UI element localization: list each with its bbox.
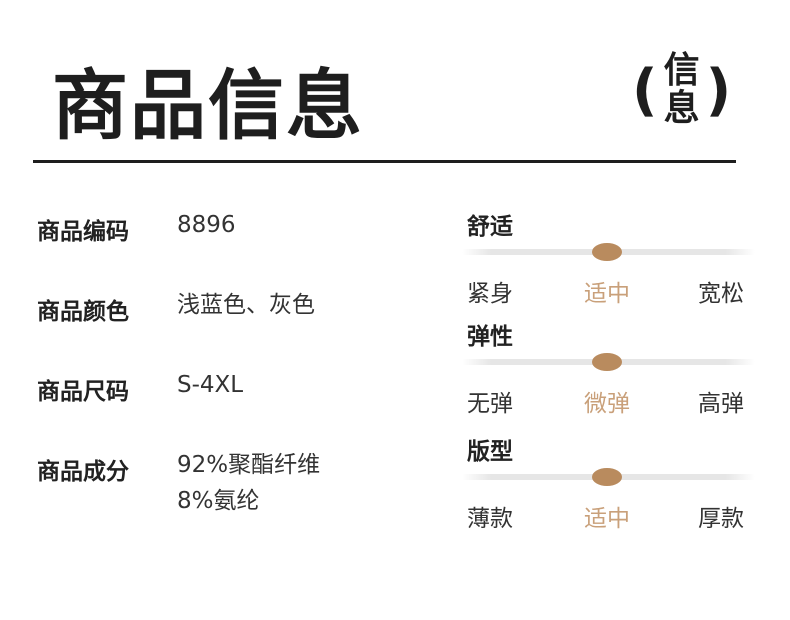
scale-track [462,243,755,261]
label-code: 商品编码 [37,219,129,245]
value-size: S-4XL [177,372,244,398]
scale-heading: 弹性 [467,324,513,350]
label-size: 商品尺码 [37,379,129,405]
page-title: 商品信息 [52,61,364,150]
scale-option: 适中 [584,506,630,532]
value-color: 浅蓝色、灰色 [177,292,315,318]
scale-option: 宽松 [698,281,744,307]
label-color: 商品颜色 [37,299,129,325]
scale-knob [592,468,622,486]
scale-option: 紧身 [467,281,513,307]
scale-option: 厚款 [698,506,744,532]
value-material-1: 92%聚酯纤维 [177,452,321,478]
scale-knob [592,243,622,261]
scale-heading: 版型 [467,439,513,465]
scale-knob [592,353,622,371]
scale-track [462,468,755,486]
scale-option: 微弹 [584,391,630,417]
value-material-2: 8%氨纶 [177,488,260,514]
label-material: 商品成分 [37,459,129,485]
scale-option: 高弹 [698,391,744,417]
open-paren: ( [632,57,658,123]
title-side-label: ( 信息 ) [632,52,731,128]
divider [33,160,736,163]
side-char: 信 [663,50,700,91]
scale-heading: 舒适 [467,214,513,240]
scale-option: 适中 [584,281,630,307]
scale-option: 无弹 [467,391,513,417]
side-char: 息 [663,88,700,129]
scale-track [462,353,755,371]
scale-option: 薄款 [467,506,513,532]
value-code: 8896 [177,212,236,238]
close-paren: ) [705,57,732,123]
